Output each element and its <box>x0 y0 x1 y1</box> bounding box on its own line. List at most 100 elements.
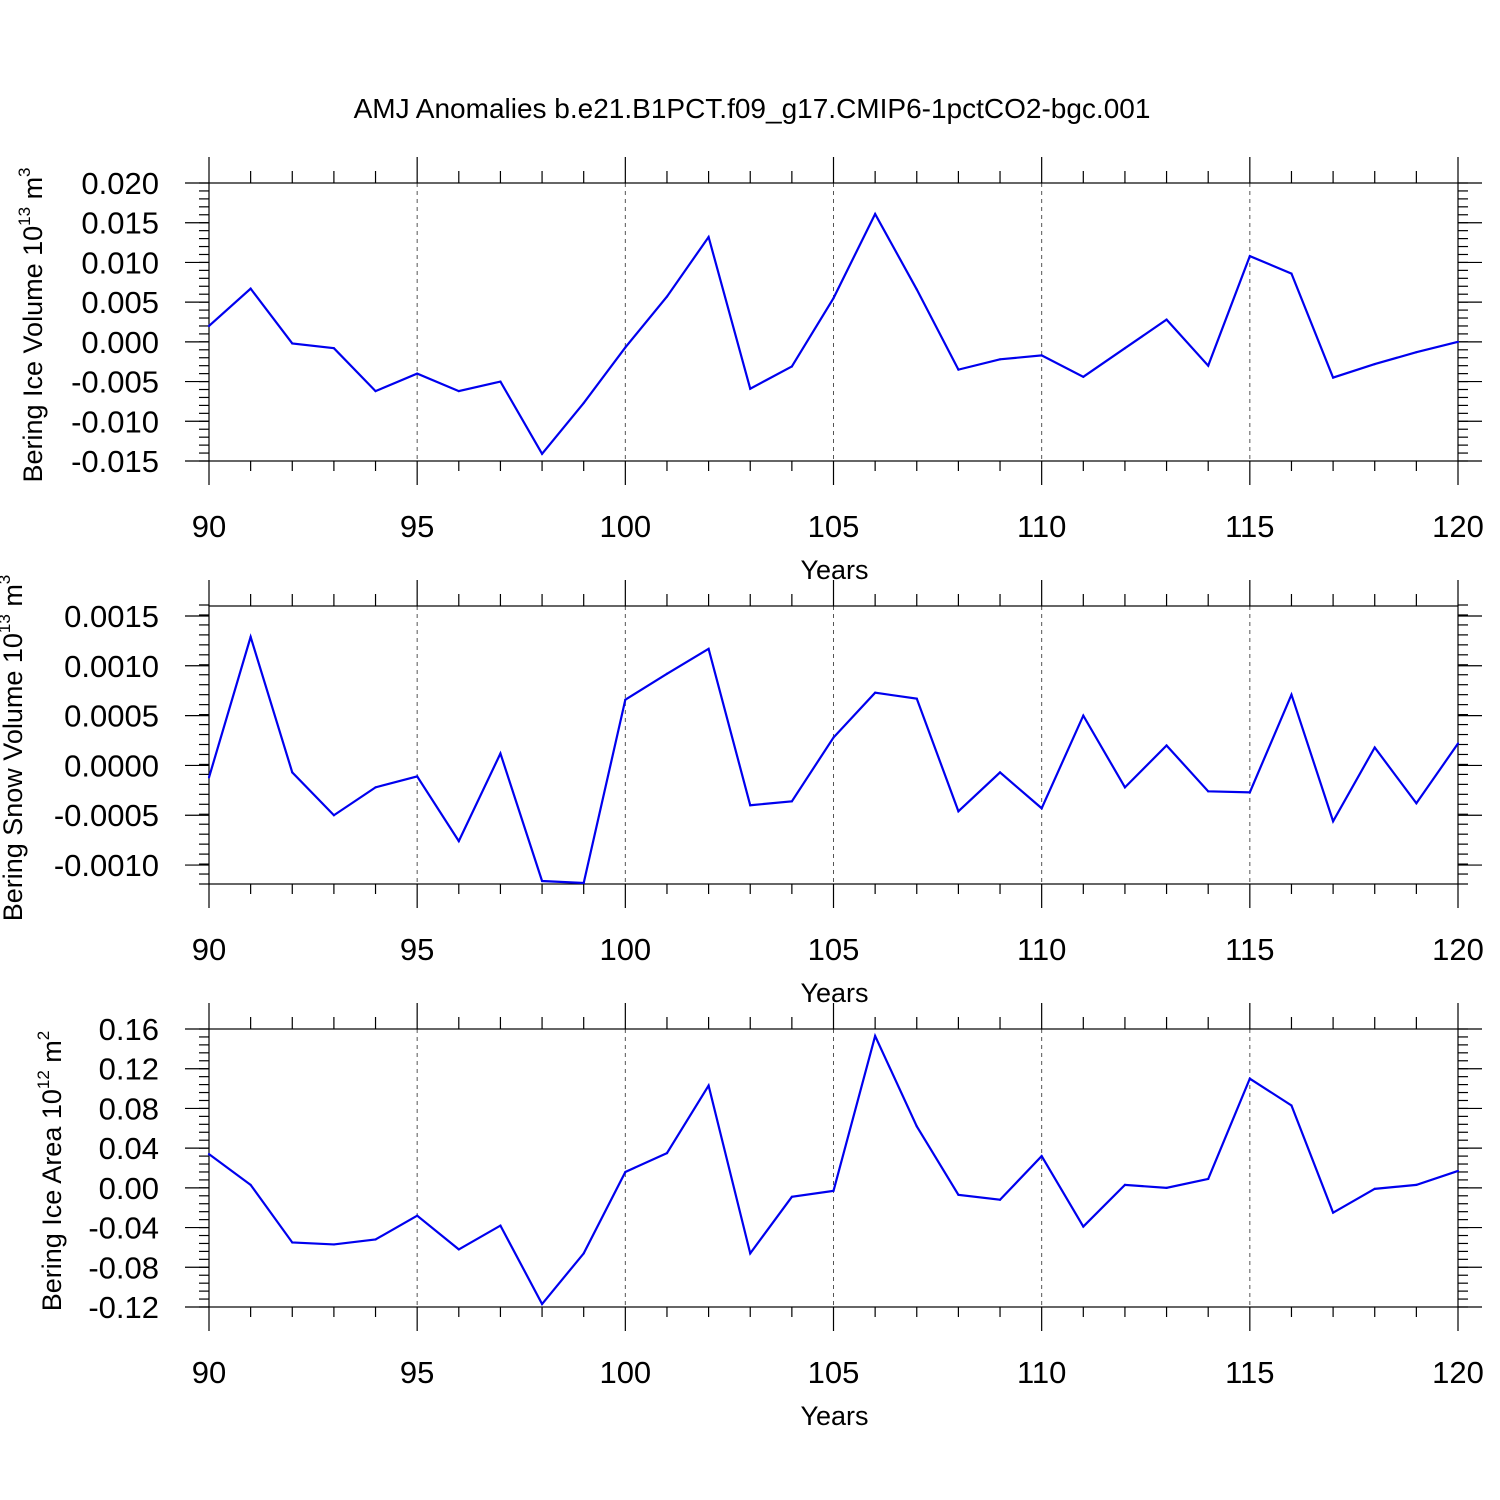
data-point <box>707 1084 710 1087</box>
data-point <box>790 365 793 368</box>
x-tick-label: 105 <box>808 932 860 967</box>
data-point <box>1248 254 1251 258</box>
x-tick-label: 110 <box>1017 509 1066 544</box>
data-point <box>332 814 335 817</box>
data-point <box>249 635 252 638</box>
x-tick-label: 90 <box>192 932 226 967</box>
panel-bering-ice-area: -0.12 -0.08 -0.04 0.00 0.04 0.08 0.12 0.16 90 95 1… <box>34 1003 1484 1431</box>
data-point <box>1290 272 1293 275</box>
data-point <box>1207 1177 1210 1181</box>
x-tick-label: 120 <box>1432 1355 1484 1390</box>
data-point <box>332 1243 335 1246</box>
data-point <box>291 1241 294 1244</box>
data-point <box>790 800 793 803</box>
data-point <box>1373 1187 1376 1190</box>
data-point <box>207 776 211 779</box>
x-tick-label: 100 <box>599 932 651 967</box>
x-axis-label: Years <box>800 1401 868 1431</box>
data-point <box>457 390 460 393</box>
y-tick-label: 0.08 <box>99 1091 159 1126</box>
data-point <box>1165 318 1168 321</box>
data-point <box>1082 375 1085 378</box>
panel-bering-snow-volume: -0.0010 -0.0005 0.0000 0.0005 0.0010 0.0015 90… <box>0 575 1484 1008</box>
data-point <box>832 297 835 300</box>
y-tick-label: 0.0005 <box>64 699 159 734</box>
x-tick-label: 100 <box>599 509 651 544</box>
y-tick-label: -0.0010 <box>54 848 159 883</box>
y-tick-label: 0.16 <box>99 1012 159 1047</box>
y-tick-label: -0.12 <box>88 1290 159 1325</box>
x-tick-label: 90 <box>192 509 226 544</box>
data-point <box>499 1224 502 1227</box>
x-tick-label: 115 <box>1225 932 1274 967</box>
data-point <box>1207 364 1210 367</box>
x-tick-label: 120 <box>1432 932 1484 967</box>
data-point <box>624 698 627 701</box>
data-point <box>1415 1183 1418 1186</box>
data-point <box>540 452 544 455</box>
data-point <box>707 235 710 239</box>
y-axis-label: Bering Snow Volume 1013 m3 <box>0 575 28 922</box>
y-tick-label: -0.0005 <box>54 798 159 833</box>
data-point <box>457 840 460 843</box>
y-tick-label: -0.015 <box>71 444 159 479</box>
data-point <box>1165 1186 1168 1189</box>
data-point <box>832 736 835 739</box>
data-point <box>790 1195 793 1198</box>
y-tick-label: 0.005 <box>81 285 159 320</box>
data-point <box>1248 791 1251 794</box>
data-point <box>1373 746 1376 749</box>
data-point <box>998 1198 1002 1201</box>
data-point <box>499 380 502 383</box>
data-point <box>707 647 710 650</box>
data-point <box>1290 693 1293 696</box>
x-tick-label: 90 <box>192 1355 226 1390</box>
x-tick-label: 100 <box>599 1355 651 1390</box>
data-point <box>624 1170 627 1174</box>
data-point <box>1332 820 1335 823</box>
data-point <box>832 1189 835 1192</box>
x-tick-label: 95 <box>400 509 434 544</box>
data-point <box>374 786 377 789</box>
data-point <box>749 804 752 807</box>
data-point <box>1123 1183 1127 1186</box>
data-point <box>1040 807 1043 810</box>
data-point <box>1082 1225 1085 1228</box>
y-tick-label: 0.04 <box>99 1131 159 1166</box>
x-tick-label: 105 <box>808 509 860 544</box>
x-tick-label: 115 <box>1225 1355 1274 1390</box>
y-tick-label: -0.010 <box>71 404 159 439</box>
data-point <box>374 390 377 393</box>
data-point <box>582 881 585 885</box>
data-point <box>249 1183 252 1186</box>
data-point <box>1290 1104 1293 1107</box>
data-point <box>915 288 918 291</box>
x-tick-label: 95 <box>400 1355 434 1390</box>
data-point <box>416 1214 419 1217</box>
data-point <box>749 1252 752 1255</box>
data-point <box>416 775 419 778</box>
data-point <box>1082 714 1085 717</box>
data-point <box>291 342 294 345</box>
data-point <box>665 295 669 298</box>
data-point <box>1456 1169 1460 1173</box>
y-tick-label: 0.0010 <box>64 649 159 684</box>
data-point <box>499 752 502 755</box>
data-point <box>1415 351 1418 354</box>
x-axis-label: Years <box>800 978 868 1008</box>
data-point <box>957 1193 960 1196</box>
panel-bering-ice-volume: -0.015 -0.010 -0.005 0.000 0.005 0.010 0.015 0.… <box>15 157 1484 585</box>
data-point <box>540 1302 544 1306</box>
data-point <box>582 1252 585 1255</box>
data-point <box>540 879 544 883</box>
x-tick-label: 120 <box>1432 509 1484 544</box>
x-tick-label: 105 <box>808 1355 860 1390</box>
data-point <box>957 368 960 371</box>
y-tick-label: 0.000 <box>81 325 159 360</box>
x-tick-label: 115 <box>1225 509 1274 544</box>
y-tick-label: 0.015 <box>81 206 159 241</box>
data-point <box>665 1152 669 1155</box>
data-point <box>915 1125 918 1128</box>
data-point <box>291 771 294 774</box>
data-point <box>665 672 669 675</box>
